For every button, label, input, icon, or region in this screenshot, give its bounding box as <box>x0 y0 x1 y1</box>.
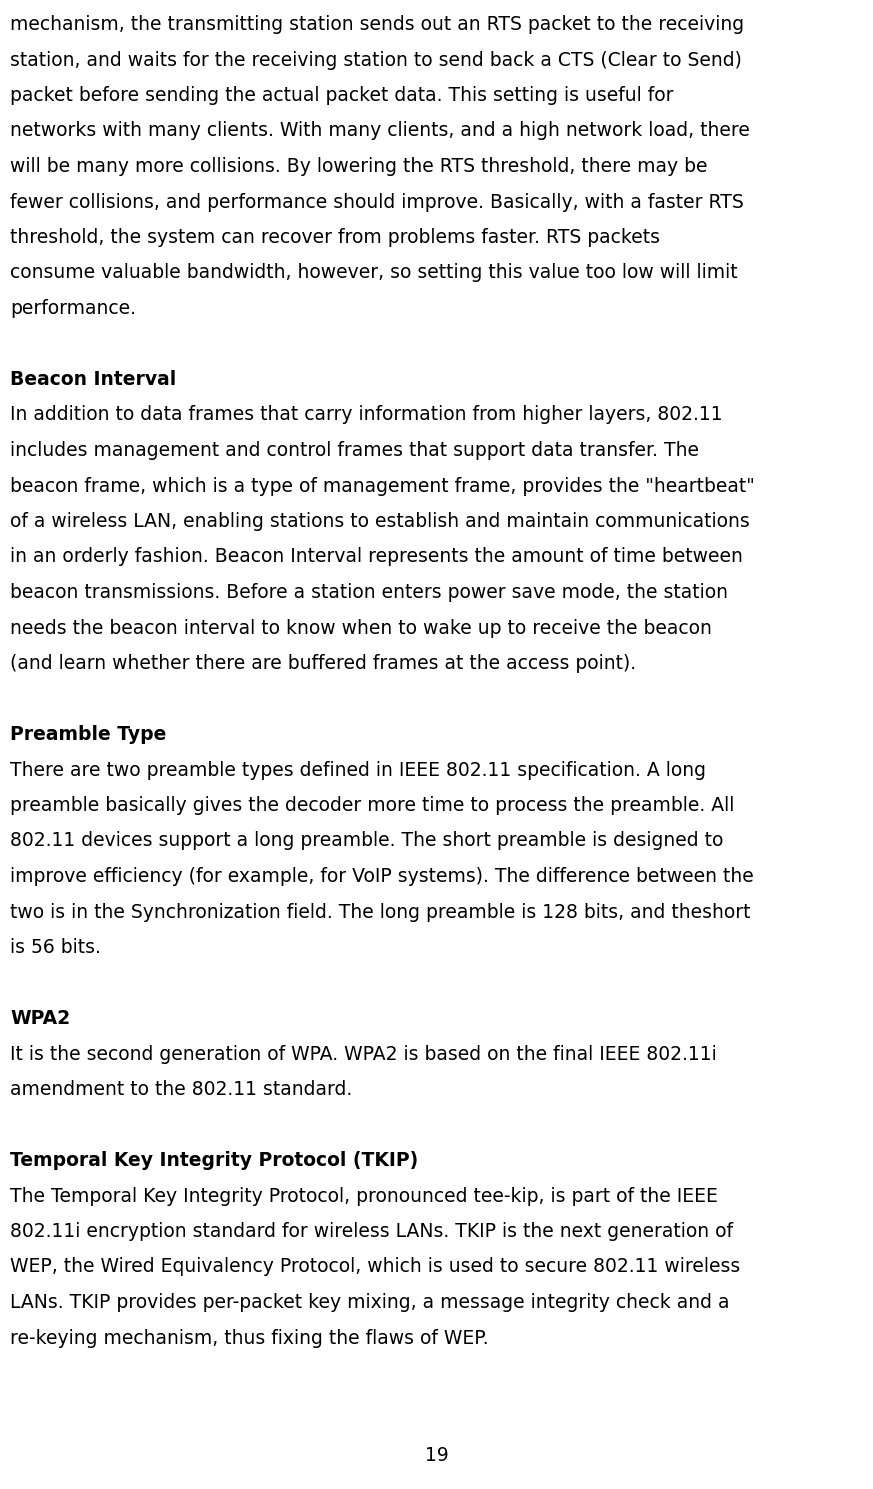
Text: There are two preamble types defined in IEEE 802.11 specification. A long: There are two preamble types defined in … <box>10 761 706 780</box>
Text: packet before sending the actual packet data. This setting is useful for: packet before sending the actual packet … <box>10 86 673 106</box>
Text: Beacon Interval: Beacon Interval <box>10 369 176 389</box>
Text: of a wireless LAN, enabling stations to establish and maintain communications: of a wireless LAN, enabling stations to … <box>10 512 750 532</box>
Text: (and learn whether there are buffered frames at the access point).: (and learn whether there are buffered fr… <box>10 654 636 673</box>
Text: beacon transmissions. Before a station enters power save mode, the station: beacon transmissions. Before a station e… <box>10 584 728 602</box>
Text: station, and waits for the receiving station to send back a CTS (Clear to Send): station, and waits for the receiving sta… <box>10 51 742 70</box>
Text: re-keying mechanism, thus fixing the flaws of WEP.: re-keying mechanism, thus fixing the fla… <box>10 1328 489 1348</box>
Text: is 56 bits.: is 56 bits. <box>10 938 101 957</box>
Text: preamble basically gives the decoder more time to process the preamble. All: preamble basically gives the decoder mor… <box>10 797 734 814</box>
Text: LANs. TKIP provides per-packet key mixing, a message integrity check and a: LANs. TKIP provides per-packet key mixin… <box>10 1292 730 1312</box>
Text: needs the beacon interval to know when to wake up to receive the beacon: needs the beacon interval to know when t… <box>10 618 711 637</box>
Text: 19: 19 <box>424 1446 449 1465</box>
Text: two is in the Synchronization field. The long preamble is 128 bits, and theshort: two is in the Synchronization field. The… <box>10 902 751 922</box>
Text: mechanism, the transmitting station sends out an RTS packet to the receiving: mechanism, the transmitting station send… <box>10 15 744 34</box>
Text: improve efficiency (for example, for VoIP systems). The difference between the: improve efficiency (for example, for VoI… <box>10 867 753 886</box>
Text: in an orderly fashion. Beacon Interval represents the amount of time between: in an orderly fashion. Beacon Interval r… <box>10 548 743 566</box>
Text: 802.11 devices support a long preamble. The short preamble is designed to: 802.11 devices support a long preamble. … <box>10 831 724 850</box>
Text: Preamble Type: Preamble Type <box>10 725 167 744</box>
Text: The Temporal Key Integrity Protocol, pronounced tee-kip, is part of the IEEE: The Temporal Key Integrity Protocol, pro… <box>10 1187 718 1206</box>
Text: performance.: performance. <box>10 299 136 319</box>
Text: beacon frame, which is a type of management frame, provides the "heartbeat": beacon frame, which is a type of managem… <box>10 476 755 496</box>
Text: WEP, the Wired Equivalency Protocol, which is used to secure 802.11 wireless: WEP, the Wired Equivalency Protocol, whi… <box>10 1258 740 1276</box>
Text: It is the second generation of WPA. WPA2 is based on the final IEEE 802.11i: It is the second generation of WPA. WPA2… <box>10 1044 717 1063</box>
Text: WPA2: WPA2 <box>10 1010 70 1027</box>
Text: Temporal Key Integrity Protocol (TKIP): Temporal Key Integrity Protocol (TKIP) <box>10 1151 418 1170</box>
Text: includes management and control frames that support data transfer. The: includes management and control frames t… <box>10 441 699 460</box>
Text: threshold, the system can recover from problems faster. RTS packets: threshold, the system can recover from p… <box>10 228 660 247</box>
Text: networks with many clients. With many clients, and a high network load, there: networks with many clients. With many cl… <box>10 122 750 140</box>
Text: In addition to data frames that carry information from higher layers, 802.11: In addition to data frames that carry in… <box>10 405 723 424</box>
Text: will be many more collisions. By lowering the RTS threshold, there may be: will be many more collisions. By lowerin… <box>10 156 707 176</box>
Text: amendment to the 802.11 standard.: amendment to the 802.11 standard. <box>10 1080 352 1099</box>
Text: fewer collisions, and performance should improve. Basically, with a faster RTS: fewer collisions, and performance should… <box>10 192 744 211</box>
Text: 802.11i encryption standard for wireless LANs. TKIP is the next generation of: 802.11i encryption standard for wireless… <box>10 1222 733 1240</box>
Text: consume valuable bandwidth, however, so setting this value too low will limit: consume valuable bandwidth, however, so … <box>10 264 738 283</box>
